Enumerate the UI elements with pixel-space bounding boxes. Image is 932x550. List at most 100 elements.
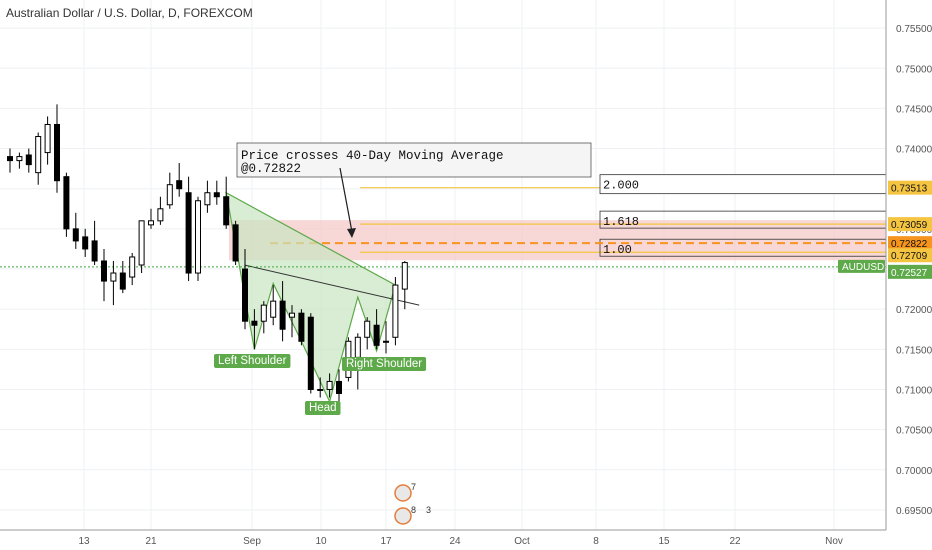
x-tick-label: 10 (315, 536, 327, 547)
candle[interactable] (232, 224, 239, 262)
x-tick-label: 24 (449, 536, 461, 547)
pattern-label-text: Left Shoulder (218, 355, 287, 367)
y-tick-label: 0.69500 (896, 506, 932, 517)
candle[interactable] (129, 256, 136, 278)
price-tag-text: 0.73513 (891, 184, 928, 195)
candle[interactable] (176, 180, 183, 190)
price-tag-text: 0.73059 (891, 220, 928, 231)
candle[interactable] (270, 300, 277, 318)
candle[interactable] (317, 388, 324, 391)
pattern-label-bg (214, 354, 291, 368)
candle[interactable] (54, 123, 60, 182)
candle[interactable] (166, 184, 173, 206)
candle[interactable] (289, 312, 295, 318)
candle[interactable] (223, 196, 230, 226)
candle[interactable] (279, 300, 286, 330)
fib-label-box (599, 174, 887, 195)
y-tick-label: 0.75000 (896, 64, 932, 75)
candle[interactable] (157, 208, 164, 222)
candle[interactable] (242, 268, 248, 322)
event-badge-count: 7 (411, 482, 416, 492)
annotation-box (236, 142, 592, 178)
candle[interactable] (354, 336, 361, 358)
x-tick-label: 17 (380, 536, 392, 547)
candle[interactable] (63, 176, 70, 230)
y-tick-label: 0.74000 (896, 145, 932, 156)
annotation-arrowhead (347, 228, 356, 238)
x-tick-label: Nov (825, 536, 843, 547)
annotations: Left Shoulder Head Right Shoulder Price cro… (214, 142, 592, 525)
economic-event-icon[interactable] (394, 484, 412, 502)
chart-grid (0, 0, 886, 530)
candle[interactable] (251, 320, 258, 326)
price-tag-text: 0.72709 (891, 251, 928, 262)
price-axis[interactable]: 0.755000.750000.745000.740000.735000.730… (838, 0, 932, 530)
candle[interactable] (185, 192, 192, 274)
candle[interactable] (44, 123, 51, 154)
candle[interactable] (101, 260, 107, 282)
candle[interactable] (119, 272, 126, 290)
pattern-label: Head (305, 401, 341, 415)
candle[interactable] (401, 262, 408, 290)
candle[interactable] (7, 156, 13, 162)
y-tick-label: 0.72000 (896, 305, 932, 316)
fib-level-label: 1.618 (603, 215, 639, 229)
candle[interactable] (326, 380, 333, 390)
symbol-tag (838, 259, 885, 273)
y-tick-label: 0.71000 (896, 385, 932, 396)
fib-level-label: 2.000 (603, 179, 639, 193)
candle[interactable] (364, 320, 371, 338)
candle[interactable] (373, 324, 380, 346)
pattern-label-text: Head (309, 402, 337, 414)
price-tag (888, 248, 932, 263)
x-tick-label: 13 (78, 536, 90, 547)
candle[interactable] (138, 220, 145, 266)
x-tick-label: Sep (243, 536, 261, 547)
y-tick-label: 0.70000 (896, 466, 932, 477)
economic-event-icon[interactable] (394, 507, 412, 525)
event-badge-count: 8 (411, 505, 416, 515)
time-axis[interactable]: 13 21 Sep 10 17 24 Oct 8 15 22 Nov (0, 529, 886, 547)
x-tick-label: 21 (145, 536, 157, 547)
candle[interactable] (82, 236, 89, 250)
price-tag (888, 236, 932, 251)
price-tag (888, 180, 932, 195)
candle[interactable] (72, 228, 79, 242)
candle[interactable] (260, 304, 267, 322)
y-tick-label: 0.74500 (896, 104, 932, 115)
pattern-label: Left Shoulder (214, 354, 291, 368)
event-badge-count: 3 (426, 505, 431, 515)
candle[interactable] (383, 340, 389, 343)
symbol-tag-text: AUDUSD (842, 262, 884, 273)
pattern-label-text: Right Shoulder (346, 358, 422, 370)
pattern-label-bg (305, 401, 341, 415)
candle[interactable] (213, 192, 220, 198)
annotation-text: Price crosses 40-Day Moving Average (241, 149, 504, 163)
candle[interactable] (392, 284, 399, 338)
current-price-tag-text: 0.72527 (891, 268, 928, 279)
annotation-text: @0.72822 (241, 162, 301, 176)
x-tick-label: 8 (593, 536, 599, 547)
candle[interactable] (25, 154, 32, 166)
y-tick-label: 0.75500 (896, 24, 932, 35)
candle[interactable] (307, 316, 314, 390)
candle[interactable] (91, 240, 98, 262)
candle[interactable] (195, 200, 201, 274)
fib-level-label: 1.00 (603, 243, 632, 257)
x-tick-label: 15 (658, 536, 670, 547)
candle[interactable] (336, 380, 342, 394)
candle[interactable] (148, 220, 154, 226)
candle[interactable] (298, 312, 305, 342)
x-tick-label: 22 (729, 536, 741, 547)
candle[interactable] (35, 136, 42, 174)
candle[interactable] (110, 272, 117, 282)
y-tick-label: 0.70500 (896, 426, 932, 437)
price-tag (888, 217, 932, 232)
chart-title: Australian Dollar / U.S. Dollar, D, FORE… (6, 6, 253, 20)
current-price-tag (888, 264, 932, 279)
y-tick-label: 0.71500 (896, 345, 932, 356)
candle[interactable] (204, 192, 211, 206)
candle[interactable] (16, 156, 23, 162)
pattern-label-bg (342, 357, 427, 371)
